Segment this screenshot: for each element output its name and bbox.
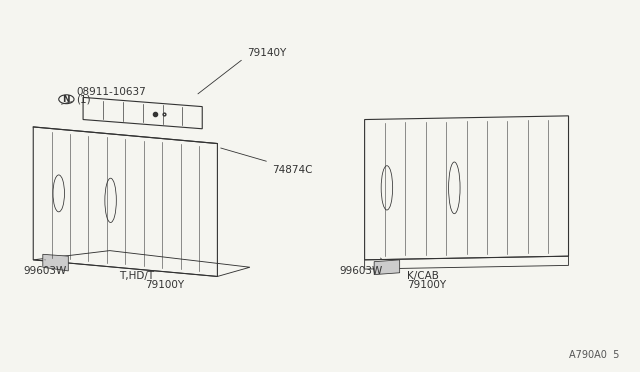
Text: N: N bbox=[63, 95, 70, 104]
Text: K/CAB: K/CAB bbox=[407, 271, 439, 281]
Text: 79100Y: 79100Y bbox=[407, 280, 447, 290]
Text: 79140Y: 79140Y bbox=[246, 48, 286, 58]
Polygon shape bbox=[43, 254, 68, 271]
Text: A790A0  5: A790A0 5 bbox=[569, 350, 620, 359]
Text: 08911-10637: 08911-10637 bbox=[77, 87, 147, 97]
Text: (1): (1) bbox=[77, 95, 92, 105]
Polygon shape bbox=[374, 260, 399, 275]
Text: 79100Y: 79100Y bbox=[145, 280, 184, 290]
Text: T,HD/T: T,HD/T bbox=[119, 271, 154, 281]
Text: 99603W: 99603W bbox=[24, 266, 67, 276]
Text: 74874C: 74874C bbox=[272, 164, 313, 174]
Text: 99603W: 99603W bbox=[339, 266, 382, 276]
